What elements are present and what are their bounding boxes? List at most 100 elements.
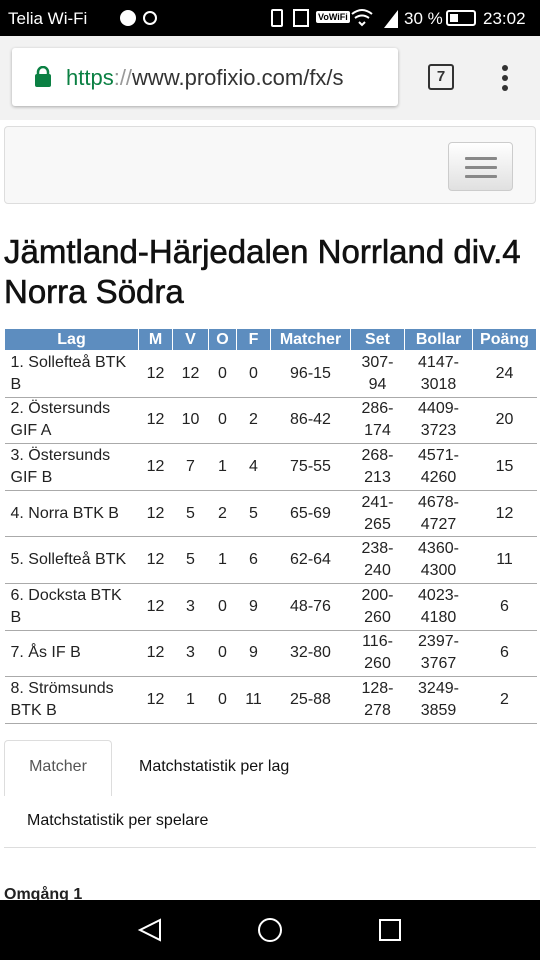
lock-icon (35, 66, 51, 87)
table-cell: 7 (172, 443, 209, 491)
page-title: Jämtland-Härjedalen Norrland div.4 Norra… (4, 233, 521, 311)
team-cell: 7. Ås IF B (4, 630, 139, 678)
column-header: F (236, 328, 271, 351)
table-cell: 3 (172, 630, 209, 678)
column-header: O (208, 328, 237, 351)
table-cell: 5 (236, 490, 271, 538)
team-cell: 2. Östersunds GIF A (4, 397, 139, 445)
column-header: V (172, 328, 209, 351)
url-bar[interactable]: https://www.profixio.com/fx/s (12, 48, 398, 106)
divider (4, 847, 536, 848)
column-header: Poäng (472, 328, 537, 351)
table-row: 3. Östersunds GIF B 12 7 1 4 75-55 268-213 4571… (4, 443, 537, 491)
table-cell: 3 (172, 583, 209, 631)
table-cell: 286-174 (350, 397, 405, 445)
hamburger-button[interactable] (448, 142, 513, 191)
table-cell: 0 (208, 630, 237, 678)
table-cell: 6 (472, 583, 537, 631)
battery: 30 % (404, 9, 443, 28)
table-cell: 2 (236, 397, 271, 445)
column-header: Bollar (404, 328, 473, 351)
back-button[interactable] (137, 918, 161, 942)
table-cell: 238-240 (350, 536, 405, 584)
page-content: Jämtland-Härjedalen Norrland div.4 Norra… (0, 120, 540, 900)
team-cell: 6. Docksta BTK B (4, 583, 139, 631)
table-cell: 241-265 (350, 490, 405, 538)
table-cell: 32-80 (270, 630, 351, 678)
table-row: 8. Strömsunds BTK B 12 1 0 11 25-88 128-278 324… (4, 676, 537, 724)
status-bar: Telia Wi-Fi VoWiFi 30 % 23:02 (0, 0, 540, 36)
table-cell: 6 (472, 630, 537, 678)
table-cell: 1 (208, 536, 237, 584)
table-cell: 12 (138, 350, 173, 398)
recents-button[interactable] (379, 919, 401, 941)
site-navbar (4, 126, 536, 204)
team-cell: 4. Norra BTK B (4, 490, 139, 538)
table-cell: 6 (236, 536, 271, 584)
table-cell: 12 (172, 350, 209, 398)
table-cell: 15 (472, 443, 537, 491)
table-cell: 4571-4260 (404, 443, 473, 491)
table-cell: 2 (472, 676, 537, 724)
table-cell: 4 (236, 443, 271, 491)
url-text: https://www.profixio.com/fx/s (66, 65, 344, 91)
table-cell: 12 (138, 583, 173, 631)
table-cell: 0 (208, 350, 237, 398)
table-cell: 5 (172, 490, 209, 538)
tab[interactable]: Matchstatistik per lag (139, 758, 290, 775)
table-cell: 1 (208, 443, 237, 491)
table-cell: 12 (138, 630, 173, 678)
table-cell: 1 (172, 676, 209, 724)
url-separator: :// (113, 65, 133, 90)
home-button[interactable] (258, 918, 282, 942)
table-row: 7. Ås IF B 12 3 0 9 32-80 116-260 2397-3767 6 (4, 630, 537, 678)
table-row: 2. Östersunds GIF A 12 10 0 2 86-42 286-174 440… (4, 397, 537, 445)
table-cell: 4147-3018 (404, 350, 473, 398)
table-cell: 12 (138, 490, 173, 538)
team-cell: 8. Strömsunds BTK B (4, 676, 139, 724)
table-cell: 0 (208, 676, 237, 724)
table-cell: 9 (236, 583, 271, 631)
standings-table: Lag M V O F Matcher Set Bollar Poäng 1. Sollefte… (4, 328, 537, 724)
table-cell: 12 (138, 676, 173, 724)
column-header: Matcher (270, 328, 351, 351)
table-cell: 128-278 (350, 676, 405, 724)
table-cell: 307-94 (350, 350, 405, 398)
url-host: www.profixio.com/fx/s (132, 65, 344, 90)
table-cell: 12 (472, 490, 537, 538)
table-row: 4. Norra BTK B 12 5 2 5 65-69 241-265 4678-4727… (4, 490, 537, 538)
tab-active[interactable]: Matcher (4, 740, 112, 796)
tab-count[interactable]: 7 (428, 64, 454, 90)
time: 23:02 (483, 9, 526, 28)
table-cell: 12 (138, 397, 173, 445)
table-cell: 65-69 (270, 490, 351, 538)
table-cell: 5 (172, 536, 209, 584)
tab[interactable]: Matchstatistik per spelare (27, 812, 209, 829)
vowifi-badge: VoWiFi (316, 11, 350, 23)
table-cell: 4409-3723 (404, 397, 473, 445)
menu-button[interactable] (500, 64, 510, 94)
table-cell: 2397-3767 (404, 630, 473, 678)
table-cell: 0 (236, 350, 271, 398)
column-header: Set (350, 328, 405, 351)
table-cell: 3249-3859 (404, 676, 473, 724)
table-cell: 96-15 (270, 350, 351, 398)
table-cell: 25-88 (270, 676, 351, 724)
column-header: Lag (4, 328, 139, 351)
table-cell: 2 (208, 490, 237, 538)
header-row: Lag M V O F Matcher Set Bollar Poäng (4, 328, 537, 351)
team-cell: 1. Sollefteå BTK B (4, 350, 139, 398)
table-cell: 268-213 (350, 443, 405, 491)
team-cell: 3. Östersunds GIF B (4, 443, 139, 491)
table-cell: 86-42 (270, 397, 351, 445)
table-cell: 0 (208, 583, 237, 631)
status-icons (120, 9, 476, 28)
table-cell: 24 (472, 350, 537, 398)
table-cell: 20 (472, 397, 537, 445)
carrier: Telia Wi-Fi (8, 9, 88, 28)
url-scheme: https (66, 65, 114, 90)
browser-toolbar: https://www.profixio.com/fx/s 7 (0, 36, 540, 120)
